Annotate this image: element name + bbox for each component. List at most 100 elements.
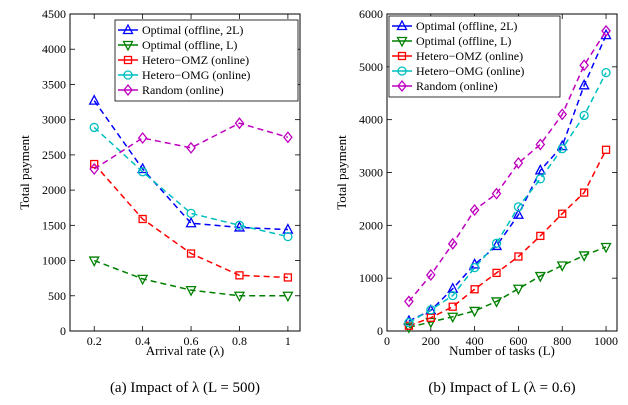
legend: Optimal (offline, 2L)Optimal (offline, L… xyxy=(114,19,299,102)
y-tick-label: 2000 xyxy=(359,218,383,232)
legend-label: Hetero−OMG (online) xyxy=(142,68,250,82)
x-tick-label: 0.8 xyxy=(232,334,247,348)
legend-marker xyxy=(123,83,133,97)
data-point xyxy=(185,285,197,297)
data-point xyxy=(88,256,100,267)
y-tick-label: 1500 xyxy=(42,218,66,232)
data-point xyxy=(491,187,502,200)
legend-marker xyxy=(397,51,407,61)
series-line xyxy=(93,126,289,238)
legend-label: Optimal (offline, 2L) xyxy=(142,23,243,37)
data-point xyxy=(137,167,148,177)
legend-box xyxy=(114,19,299,102)
x-tick-label: 600 xyxy=(509,334,527,348)
data-point xyxy=(403,323,415,334)
legend-marker xyxy=(122,40,134,52)
x-axis-label: Number of tasks (L) xyxy=(449,343,555,358)
series-line xyxy=(408,34,607,322)
figure-caption: (b) Impact of L (λ = 0.6) xyxy=(428,380,575,396)
y-tick-label: 6000 xyxy=(359,7,383,21)
legend-label: Random (online) xyxy=(416,79,498,93)
legend-entry: Hetero−OMZ (online) xyxy=(118,53,249,67)
data-point xyxy=(578,251,590,262)
legend-marker xyxy=(122,23,134,35)
series-line xyxy=(93,163,288,279)
x-tick-label: 400 xyxy=(466,334,484,348)
y-tick-label: 5000 xyxy=(359,60,383,74)
data-point xyxy=(492,268,501,278)
y-tick-label: 3000 xyxy=(359,166,383,180)
x-tick-label: 1 xyxy=(285,334,291,348)
data-point xyxy=(282,291,294,303)
y-tick-label: 1000 xyxy=(359,271,383,285)
legend-entry: Random (online) xyxy=(392,79,498,93)
legend-label: Random (online) xyxy=(142,83,224,97)
data-point xyxy=(469,203,480,217)
x-tick-label: 800 xyxy=(553,334,571,348)
x-tick-label: 0.2 xyxy=(87,334,102,348)
legend-marker xyxy=(396,19,408,31)
legend-label: Optimal (offline, 2L) xyxy=(416,19,517,33)
series-3 xyxy=(89,122,293,242)
data-point xyxy=(404,295,414,308)
data-point xyxy=(137,131,148,145)
legend-entry: Random (online) xyxy=(118,83,224,97)
data-point xyxy=(513,156,524,170)
data-point xyxy=(469,306,481,318)
data-point xyxy=(233,221,246,232)
series-line xyxy=(408,30,607,302)
x-tick-label: 0.6 xyxy=(184,334,199,348)
data-point xyxy=(186,249,196,258)
data-point xyxy=(447,312,459,324)
legend-marker xyxy=(123,55,133,65)
y-tick-label: 4500 xyxy=(42,7,66,21)
y-tick-label: 1000 xyxy=(42,254,66,268)
series-4 xyxy=(89,117,293,176)
series-1 xyxy=(88,256,294,303)
x-tick-label: 200 xyxy=(422,334,440,348)
data-point xyxy=(514,252,523,261)
data-point xyxy=(600,242,612,254)
legend-label: Hetero−OMZ (online) xyxy=(416,49,523,63)
data-point xyxy=(490,239,503,251)
legend-label: Optimal (offline, L) xyxy=(416,34,511,48)
y-tick-label: 3000 xyxy=(42,113,66,127)
data-point xyxy=(233,291,246,303)
data-point xyxy=(426,305,436,315)
legend-label: Hetero−OMZ (online) xyxy=(142,53,249,67)
data-point xyxy=(283,231,293,242)
legend-entry: Optimal (offline, L) xyxy=(392,34,511,48)
legend-entry: Hetero−OMG (online) xyxy=(392,64,524,78)
y-tick-label: 500 xyxy=(48,289,66,303)
data-point xyxy=(283,131,293,144)
series-4 xyxy=(404,24,611,308)
x-tick-label: 0 xyxy=(384,334,390,348)
data-point xyxy=(601,67,611,78)
data-point xyxy=(490,297,503,308)
data-point xyxy=(534,271,546,283)
legend-entry: Optimal (offline, 2L) xyxy=(392,19,517,33)
data-point xyxy=(235,271,244,280)
legend-label: Hetero−OMG (online) xyxy=(416,64,524,78)
data-point xyxy=(186,208,196,219)
data-point xyxy=(513,202,524,212)
legend-marker xyxy=(123,70,133,80)
panel-b: 0 1000 2000 3000 4000 5000 6000 0 200 400 600 800 10… xyxy=(334,7,618,396)
legend-entry: Hetero−OMZ (online) xyxy=(392,49,523,63)
data-point xyxy=(601,145,611,154)
data-point xyxy=(448,302,457,311)
data-point xyxy=(88,94,100,105)
data-point xyxy=(403,314,415,326)
data-point xyxy=(512,208,525,219)
data-point xyxy=(535,138,546,151)
data-point xyxy=(557,108,568,121)
y-tick-label: 3500 xyxy=(42,77,66,91)
data-point xyxy=(578,78,590,90)
legend-box xyxy=(388,15,561,98)
data-point xyxy=(137,274,149,286)
y-tick-label: 4000 xyxy=(359,113,383,127)
data-point xyxy=(89,162,100,176)
data-point xyxy=(404,317,414,328)
x-axis-label: Arrival rate (λ) xyxy=(146,343,224,358)
